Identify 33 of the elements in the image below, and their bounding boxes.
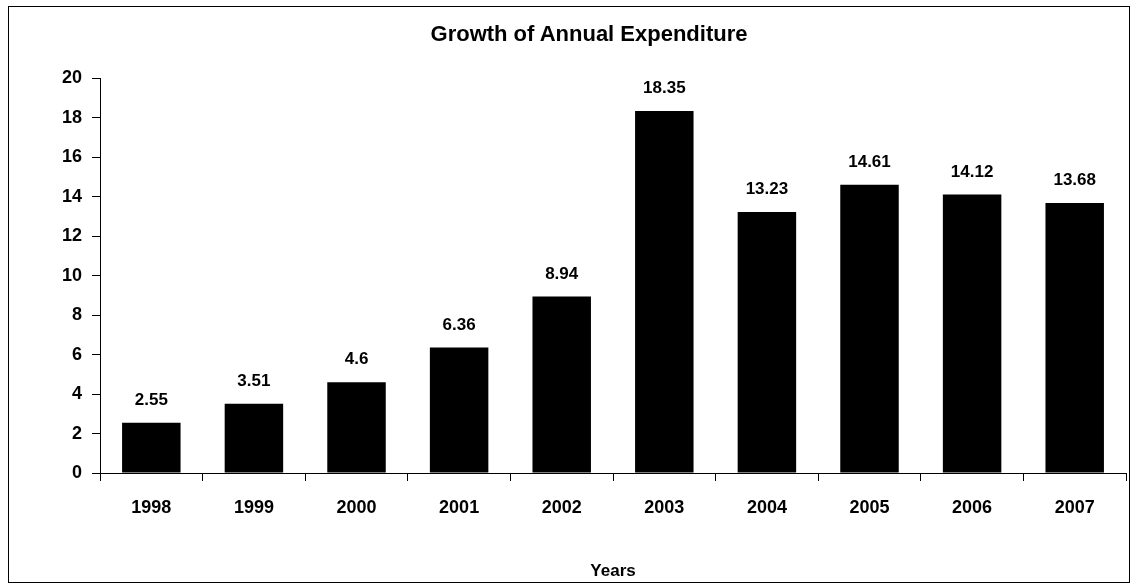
data-label: 8.94 bbox=[545, 263, 579, 283]
x-tick-label: 2005 bbox=[849, 496, 890, 517]
x-tick-label: 2003 bbox=[644, 496, 685, 517]
x-tick-label: 2007 bbox=[1054, 496, 1095, 517]
x-tick-label: 2001 bbox=[439, 496, 480, 517]
data-label: 14.12 bbox=[950, 161, 994, 181]
x-tick-label: 2004 bbox=[746, 496, 787, 517]
x-tick-label: 2000 bbox=[336, 496, 377, 517]
data-label: 13.23 bbox=[745, 179, 789, 199]
chart-title: Growth of Annual Expenditure bbox=[430, 21, 748, 47]
y-tick-label: 4 bbox=[72, 383, 83, 404]
x-tick-label: 1998 bbox=[131, 496, 172, 517]
y-tick-label: 16 bbox=[61, 146, 83, 167]
x-axis-title: Years bbox=[590, 561, 636, 581]
x-tick-label: 1999 bbox=[233, 496, 274, 517]
data-label: 4.6 bbox=[344, 349, 369, 369]
data-label: 18.35 bbox=[643, 78, 686, 98]
y-tick-label: 0 bbox=[72, 461, 83, 482]
y-tick-label: 8 bbox=[72, 304, 83, 325]
data-label: 2.55 bbox=[134, 389, 168, 409]
y-tick-label: 20 bbox=[61, 67, 83, 88]
data-label: 6.36 bbox=[442, 314, 476, 334]
y-tick-label: 18 bbox=[61, 106, 83, 127]
data-label: 13.68 bbox=[1053, 170, 1096, 190]
y-tick-label: 2 bbox=[72, 422, 83, 443]
data-label: 14.61 bbox=[848, 151, 891, 171]
x-tick-label: 2002 bbox=[541, 496, 582, 517]
y-tick-label: 12 bbox=[61, 225, 83, 246]
y-tick-label: 14 bbox=[61, 185, 83, 206]
y-tick-label: 10 bbox=[61, 264, 83, 285]
x-tick-label: 2006 bbox=[952, 496, 993, 517]
data-label: 3.51 bbox=[237, 370, 271, 390]
y-tick-label: 6 bbox=[72, 343, 83, 364]
